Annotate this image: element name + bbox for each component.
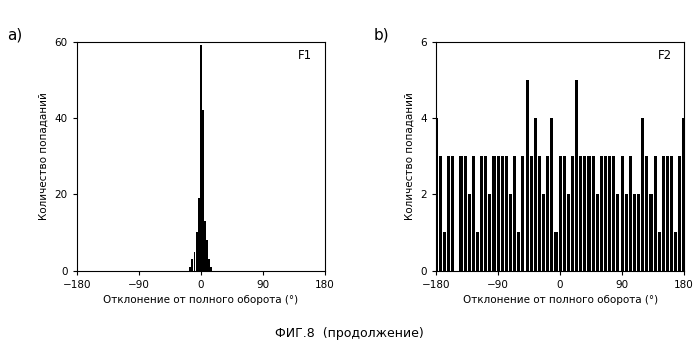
Bar xyxy=(563,156,566,271)
X-axis label: Отклонение от полного оборота (°): Отклонение от полного оборота (°) xyxy=(103,295,298,305)
Bar xyxy=(567,194,570,271)
Bar xyxy=(193,252,195,271)
Bar xyxy=(625,194,628,271)
Text: b): b) xyxy=(373,28,389,43)
Bar xyxy=(546,156,549,271)
Text: F1: F1 xyxy=(298,49,312,61)
Bar xyxy=(443,232,446,271)
Bar xyxy=(505,156,508,271)
Bar xyxy=(554,232,558,271)
Bar xyxy=(662,156,665,271)
Bar xyxy=(513,156,517,271)
Bar xyxy=(206,240,208,271)
Bar xyxy=(189,267,191,271)
Bar xyxy=(542,194,545,271)
Bar xyxy=(653,156,657,271)
Bar xyxy=(500,156,504,271)
Bar xyxy=(202,110,204,271)
Bar xyxy=(200,45,202,271)
Bar xyxy=(534,118,537,271)
Bar xyxy=(670,156,673,271)
Bar xyxy=(463,156,467,271)
Bar xyxy=(493,156,496,271)
Text: F2: F2 xyxy=(658,49,671,61)
Bar xyxy=(204,221,206,271)
Bar xyxy=(579,156,582,271)
Bar xyxy=(468,194,470,271)
Bar xyxy=(674,232,677,271)
Bar xyxy=(592,156,595,271)
Bar xyxy=(472,156,475,271)
Bar xyxy=(595,194,599,271)
Bar xyxy=(588,156,591,271)
Bar xyxy=(195,232,198,271)
Bar xyxy=(480,156,483,271)
Bar xyxy=(629,156,632,271)
Text: ФИГ.8  (продолжение): ФИГ.8 (продолжение) xyxy=(274,327,424,340)
Bar xyxy=(600,156,603,271)
Bar xyxy=(451,156,454,271)
Bar xyxy=(641,118,644,271)
Bar xyxy=(517,232,520,271)
Bar xyxy=(526,80,528,271)
Bar xyxy=(550,118,554,271)
Bar xyxy=(509,194,512,271)
Bar xyxy=(616,194,620,271)
Bar xyxy=(683,118,685,271)
Bar xyxy=(633,194,636,271)
Bar xyxy=(496,156,500,271)
Bar xyxy=(575,80,578,271)
Bar xyxy=(604,156,607,271)
Bar xyxy=(476,232,479,271)
Bar xyxy=(678,156,681,271)
X-axis label: Отклонение от полного оборота (°): Отклонение от полного оборота (°) xyxy=(463,295,658,305)
Bar xyxy=(447,156,450,271)
Bar xyxy=(210,267,212,271)
Y-axis label: Количество попаданий: Количество попаданий xyxy=(39,92,49,220)
Bar xyxy=(608,156,611,271)
Bar xyxy=(558,156,562,271)
Bar xyxy=(198,198,200,271)
Bar xyxy=(584,156,586,271)
Bar xyxy=(538,156,541,271)
Bar xyxy=(521,156,524,271)
Bar xyxy=(571,156,574,271)
Bar xyxy=(612,156,616,271)
Bar xyxy=(191,259,193,271)
Bar xyxy=(637,194,640,271)
Bar xyxy=(666,156,669,271)
Text: a): a) xyxy=(7,28,22,43)
Bar xyxy=(489,194,491,271)
Bar xyxy=(646,156,648,271)
Bar xyxy=(484,156,487,271)
Bar xyxy=(530,156,533,271)
Bar xyxy=(649,194,653,271)
Y-axis label: Количество попаданий: Количество попаданий xyxy=(405,92,415,220)
Bar xyxy=(439,156,442,271)
Bar xyxy=(459,156,463,271)
Bar xyxy=(658,232,661,271)
Bar xyxy=(621,156,623,271)
Bar xyxy=(435,118,438,271)
Bar xyxy=(208,259,210,271)
